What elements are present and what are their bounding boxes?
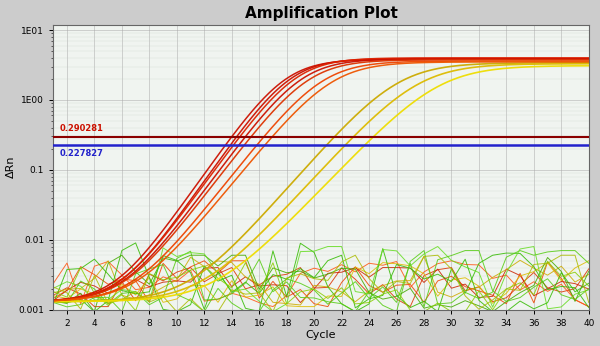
Text: 0.290281: 0.290281 xyxy=(60,124,104,133)
Y-axis label: ΔRn: ΔRn xyxy=(5,156,16,178)
Text: 0.227827: 0.227827 xyxy=(60,149,104,158)
Title: Amplification Plot: Amplification Plot xyxy=(245,6,397,20)
X-axis label: Cycle: Cycle xyxy=(306,330,336,340)
